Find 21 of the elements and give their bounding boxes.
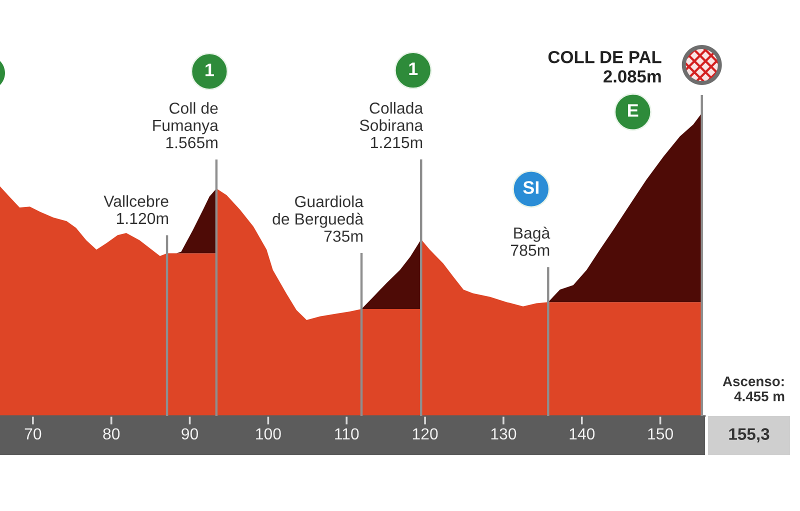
x-tick-label: 110: [335, 428, 359, 440]
text: 1: [409, 62, 418, 76]
x-tick-label: 120: [412, 428, 438, 440]
ref-line-label: Bagà 785m: [511, 226, 550, 256]
annotation: SI: [523, 181, 538, 194]
ref-line-label: Collada Sobirana 1.215m: [360, 102, 424, 148]
x-tick-label: 70: [24, 428, 42, 440]
ref-line-label: Guardiola de Berguedà 735m: [272, 196, 364, 242]
x-tick-label: 150: [648, 428, 673, 440]
x-tick-label: 130: [491, 428, 516, 440]
x-tick-label: 90: [182, 428, 198, 440]
x-tick-label: 80: [103, 428, 120, 440]
ref-line-label: Coll de Fumanya 1.565m: [153, 102, 218, 148]
ref-line-label: COLL DE PAL 2.085m: [548, 50, 662, 83]
text: 1: [206, 64, 214, 76]
annotation: E: [628, 104, 638, 117]
x-tick-label: 100: [256, 428, 281, 440]
text: 155,3: [729, 428, 770, 442]
ref-line-label: Vallcebre 1.120m: [104, 195, 168, 224]
text: Ascenso: 4.455 m: [722, 376, 784, 402]
x-tick-label: 140: [570, 428, 595, 440]
